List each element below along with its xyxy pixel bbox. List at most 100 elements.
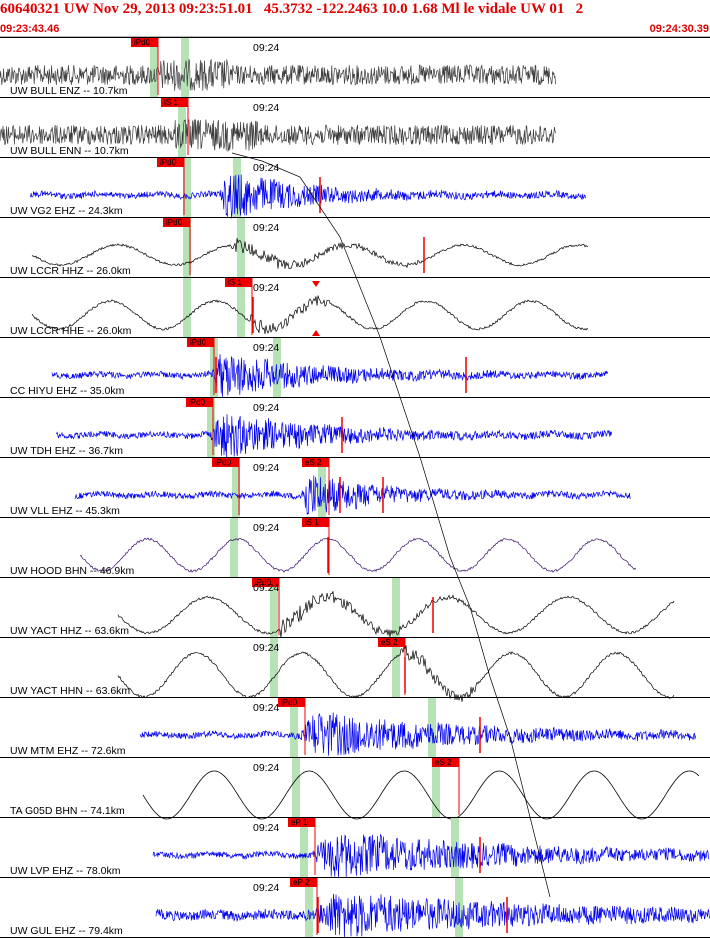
time-tick-label: 09:24 (253, 702, 279, 714)
pick-window-band (318, 458, 326, 517)
event-title: 60640321 UW Nov 29, 2013 09:23:51.01 45.… (0, 1, 584, 17)
time-tick-label: 09:24 (253, 222, 279, 234)
waveform (139, 712, 696, 756)
time-tick-label: 09:24 (253, 162, 279, 174)
phase-pick-label: eP 1 (291, 818, 308, 827)
phase-pick-flag[interactable] (432, 758, 459, 767)
waveform (31, 238, 589, 270)
time-tick-label: 09:24 (253, 582, 279, 594)
phase-pick-flag[interactable] (131, 38, 158, 47)
channel-label: UW TDH EHZ -- 36.7km (10, 445, 123, 457)
trace-row[interactable]: eS 2 09:24 UW YACT HHN -- 63.6km (0, 637, 710, 702)
window-start-time: 09:23:43.46 (0, 23, 60, 35)
pick-window-band (290, 698, 298, 757)
phase-pick-label: iPd0 (166, 218, 183, 227)
waveform (0, 119, 556, 153)
waveform (152, 833, 709, 879)
phase-pick-flag[interactable] (225, 278, 252, 287)
waveform (74, 475, 631, 515)
pick-window-band (270, 578, 278, 637)
channel-label: UW VG2 EHZ -- 24.3km (10, 205, 123, 217)
phase-pick-label: iPd0 (215, 458, 232, 467)
channel-label: UW BULL ENN -- 10.7km (10, 145, 129, 157)
phase-pick-flag[interactable] (163, 218, 190, 227)
pick-window-band (428, 698, 436, 757)
phase-pick-flag[interactable] (186, 398, 213, 407)
trace-row[interactable]: iS 1 09:24 UW HOOD BHN -- 46.9km (0, 517, 710, 578)
pick-window-band (207, 398, 215, 457)
time-tick-label: 09:24 (253, 822, 279, 834)
time-tick-label: 09:24 (253, 402, 279, 414)
trace-row[interactable]: eP 2 09:24 UW GUL EHZ -- 79.4km (0, 877, 710, 938)
phase-pick-flag[interactable] (288, 818, 315, 827)
waveform (51, 354, 608, 398)
pick-window-band (392, 638, 400, 697)
time-tick-label: 09:24 (253, 42, 279, 54)
trace-row[interactable]: iPd0 09:24 UW BULL ENZ -- 10.7km (0, 37, 710, 98)
pick-window-band (150, 38, 158, 97)
phase-pick-label: iPd0 (190, 338, 207, 347)
time-tick-label: 09:24 (253, 522, 279, 534)
window-end-time: 09:24:30.39 (649, 23, 709, 35)
channel-label: UW LVP EHZ -- 78.0km (10, 865, 121, 877)
pick-window-band (300, 818, 308, 877)
phase-pick-flag[interactable] (161, 98, 188, 107)
phase-pick-label: iPd0 (189, 398, 206, 407)
phase-pick-flag[interactable] (187, 338, 214, 347)
pick-window-band (292, 758, 300, 817)
trace-row[interactable]: iPd0 09:24 CC HIYU EHZ -- 35.0km (0, 337, 710, 398)
channel-label: UW GUL EHZ -- 79.4km (10, 925, 123, 937)
trace-row[interactable]: iPd0 09:24 UW VG2 EHZ -- 24.3km (0, 157, 710, 219)
channel-label: UW BULL ENZ -- 10.7km (10, 85, 128, 97)
channel-label: UW LCCR HHE -- 26.0km (10, 325, 132, 337)
waveform (55, 414, 612, 458)
trace-row[interactable]: iPd0 eS 2 09:24 UW VLL EHZ -- 45.3km (0, 457, 710, 518)
waveform (79, 537, 637, 573)
pick-window-band (232, 458, 240, 517)
phase-pick-flag[interactable] (302, 518, 329, 527)
phase-pick-label: iS 1 (228, 278, 242, 287)
amp-triangle-marker (312, 281, 320, 287)
phase-pick-label: iS 1 (164, 98, 178, 107)
trace-row[interactable]: iS 1 09:24 UW LCCR HHE -- 26.0km (0, 277, 710, 338)
trace-row[interactable]: iPd0 09:24 UW TDH EHZ -- 36.7km (0, 397, 710, 458)
phase-pick-flag[interactable] (252, 578, 279, 587)
pick-window-band (432, 758, 440, 817)
waveform (31, 295, 589, 335)
channel-label: CC HIYU EHZ -- 35.0km (10, 385, 125, 397)
phase-pick-flag[interactable] (378, 638, 405, 647)
trace-row[interactable]: eS 2 09:24 TA G05D BHN -- 74.1km (0, 757, 710, 820)
phase-pick-label: iPd0 (255, 578, 272, 587)
time-tick-label: 09:24 (253, 762, 279, 774)
phase-pick-label: iPd0 (281, 698, 298, 707)
waveform (155, 893, 710, 938)
phase-pick-flag[interactable] (157, 158, 184, 167)
trace-row[interactable]: eP 1 09:24 UW LVP EHZ -- 78.0km (0, 817, 710, 879)
phase-pick-flag[interactable] (212, 458, 239, 467)
channel-label: UW HOOD BHN -- 46.9km (10, 565, 135, 577)
waveform (117, 591, 675, 638)
channel-label: UW YACT HHN -- 63.6km (10, 685, 130, 697)
phase-pick-label: iPd0 (160, 158, 177, 167)
channel-label: TA G05D BHN -- 74.1km (10, 805, 125, 817)
waveform (142, 770, 700, 820)
travel-time-curve (231, 152, 551, 898)
pick-window-band (273, 338, 281, 397)
phase-pick-flag[interactable] (290, 878, 317, 887)
trace-row[interactable]: iS 1 09:24 UW BULL ENN -- 10.7km (0, 97, 710, 158)
pick-window-band (183, 158, 191, 217)
waveform (0, 58, 556, 91)
phase-pick-label: iPd0 (134, 38, 151, 47)
pick-window-band (183, 278, 191, 337)
phase-pick-flag[interactable] (278, 698, 305, 707)
phase-pick-label: eS 2 (381, 638, 398, 647)
time-tick-label: 09:24 (253, 102, 279, 114)
pick-window-band (183, 218, 191, 277)
pick-window-band (392, 578, 400, 637)
trace-row[interactable]: iPd0 09:24 UW LCCR HHZ -- 26.0km (0, 217, 710, 278)
phase-pick-flag[interactable] (302, 458, 329, 467)
